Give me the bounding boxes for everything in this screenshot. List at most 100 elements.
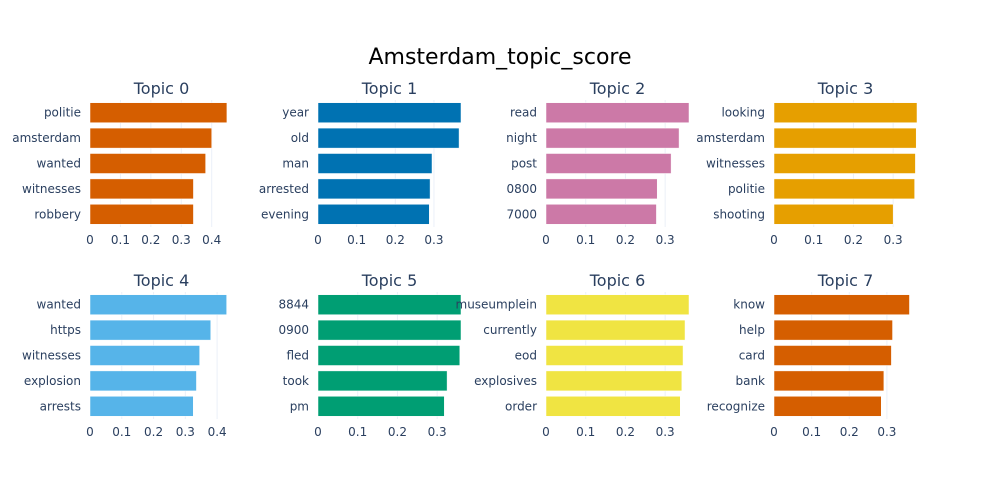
panel-title: Topic 4 — [133, 271, 190, 290]
x-tick-label: 0.1 — [111, 233, 130, 247]
x-tick-label: 0.3 — [176, 425, 195, 439]
bar — [773, 370, 885, 392]
x-tick-label: 0 — [86, 425, 94, 439]
topic-panel-7: Topic 7 know help card bank recognize 0 0.1 0.2 0… — [707, 271, 910, 439]
bar — [773, 319, 893, 341]
bar — [773, 294, 910, 315]
x-tick-label: 0 — [770, 425, 778, 439]
x-tick-label: 0.3 — [656, 425, 675, 439]
category-label: amsterdam — [696, 131, 765, 145]
bar — [545, 396, 681, 417]
x-tick-label: 0.3 — [428, 425, 447, 439]
category-label: know — [733, 298, 765, 312]
category-label: https — [50, 323, 81, 337]
bar — [773, 345, 892, 366]
bar — [89, 319, 212, 341]
category-label: help — [739, 323, 765, 337]
bar — [545, 178, 658, 200]
x-tick-label: 0.1 — [112, 425, 131, 439]
bar — [89, 102, 228, 123]
x-tick-label: 0.4 — [202, 233, 221, 247]
panel-title: Topic 0 — [133, 79, 190, 98]
x-tick-label: 0.2 — [616, 233, 635, 247]
bar — [317, 153, 433, 174]
x-tick-label: 0.2 — [616, 425, 635, 439]
category-label: man — [282, 157, 309, 171]
bar — [89, 370, 197, 392]
bar — [773, 102, 918, 123]
x-tick-label: 0 — [314, 233, 322, 247]
bar — [545, 204, 657, 225]
category-label: evening — [261, 207, 309, 221]
x-tick-label: 0.1 — [576, 425, 595, 439]
x-tick-label: 0.1 — [348, 425, 367, 439]
figure-title: Amsterdam_topic_score — [368, 45, 631, 70]
bar — [545, 127, 680, 149]
bar — [545, 153, 672, 174]
category-label: currently — [483, 323, 537, 337]
category-label: wanted — [37, 298, 81, 312]
category-label: pm — [290, 399, 309, 413]
topic-panel-0: Topic 0 politie amsterdam wanted witnesses ro… — [12, 79, 228, 247]
x-tick-label: 0.2 — [388, 425, 407, 439]
bar — [89, 204, 194, 225]
bar — [317, 127, 460, 149]
category-label: 7000 — [506, 207, 537, 221]
category-label: old — [291, 131, 309, 145]
category-label: card — [739, 349, 765, 363]
category-label: museumplein — [456, 298, 538, 312]
category-label: recognize — [707, 399, 765, 413]
bar — [545, 102, 690, 123]
topic-panel-1: Topic 1 year old man arrested evening 0 0.1 0.2 0… — [259, 79, 462, 247]
panels-container: Topic 0 politie amsterdam wanted witnesses ro… — [12, 79, 918, 439]
category-label: arrests — [40, 399, 81, 413]
category-label: 0800 — [506, 182, 537, 196]
category-label: year — [282, 106, 309, 120]
category-label: politie — [728, 182, 765, 196]
x-tick-label: 0.3 — [424, 233, 443, 247]
bar — [89, 153, 206, 174]
x-tick-label: 0.1 — [576, 233, 595, 247]
bar — [773, 178, 915, 200]
x-tick-label: 0.4 — [208, 425, 227, 439]
category-label: arrested — [259, 182, 309, 196]
panel-title: Topic 3 — [817, 79, 874, 98]
x-tick-label: 0.3 — [884, 233, 903, 247]
panel-title: Topic 1 — [361, 79, 418, 98]
bar — [89, 127, 212, 149]
category-label: post — [511, 157, 537, 171]
panel-title: Topic 5 — [361, 271, 418, 290]
x-tick-label: 0.1 — [802, 425, 821, 439]
x-tick-label: 0.2 — [144, 425, 163, 439]
x-tick-label: 0.2 — [386, 233, 405, 247]
x-tick-label: 0.3 — [172, 233, 191, 247]
category-label: bank — [735, 374, 765, 388]
category-label: witnesses — [706, 157, 765, 171]
category-label: 8844 — [278, 298, 309, 312]
topic-panel-2: Topic 2 read night post 0800 7000 0 0.1 0.2 0.3 — [506, 79, 690, 247]
bar — [545, 345, 684, 366]
category-label: read — [510, 106, 537, 120]
bar — [317, 370, 448, 392]
x-tick-label: 0.2 — [141, 233, 160, 247]
bar — [317, 319, 462, 341]
bar — [773, 204, 894, 225]
bar — [545, 294, 690, 315]
topic-panel-3: Topic 3 looking amsterdam witnesses politie s… — [696, 79, 918, 247]
bar — [773, 127, 917, 149]
bar — [317, 345, 461, 366]
panel-title: Topic 7 — [817, 271, 874, 290]
x-tick-label: 0 — [542, 233, 550, 247]
category-label: took — [283, 374, 309, 388]
category-label: explosives — [474, 374, 537, 388]
panel-title: Topic 6 — [589, 271, 646, 290]
x-tick-label: 0.3 — [656, 233, 675, 247]
category-label: eod — [515, 349, 537, 363]
bar — [317, 204, 430, 225]
category-label: politie — [44, 106, 81, 120]
x-tick-label: 0 — [542, 425, 550, 439]
category-label: 0900 — [278, 323, 309, 337]
bar — [317, 396, 445, 417]
category-label: amsterdam — [12, 131, 81, 145]
